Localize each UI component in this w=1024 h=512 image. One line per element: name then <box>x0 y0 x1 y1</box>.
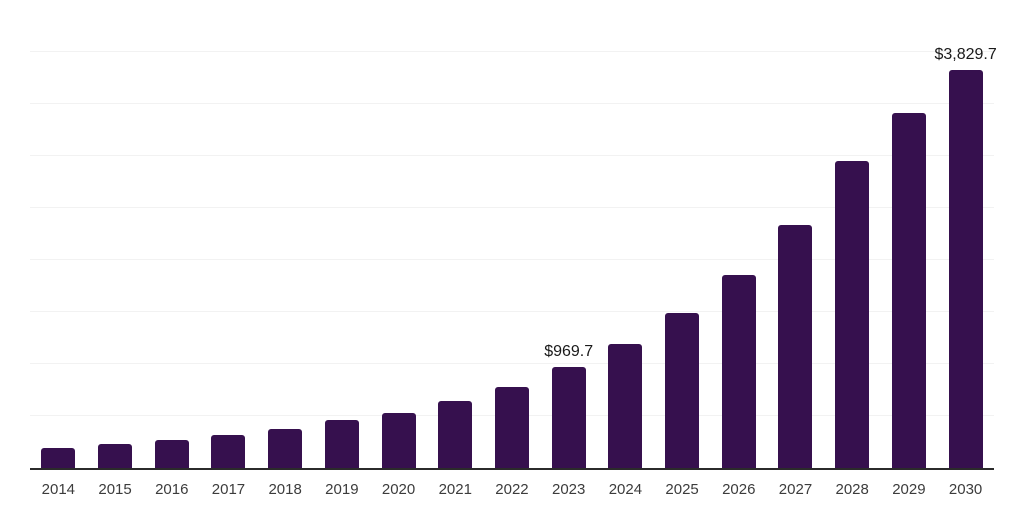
x-tick-2030: 2030 <box>948 481 983 498</box>
gridline-3500 <box>30 103 994 104</box>
bar-2025 <box>665 313 700 468</box>
x-tick-2018: 2018 <box>268 481 302 498</box>
bar-slot-2016 <box>143 0 200 468</box>
bar-slot-2021 <box>427 0 484 468</box>
data-label-2023: $969.7 <box>544 343 594 361</box>
gridline-4000 <box>30 51 994 52</box>
bar-slot-2023: $969.7 <box>540 0 597 468</box>
gridline-3000 <box>30 155 994 156</box>
bar-2030: $3,829.7 <box>934 46 997 468</box>
bar-slot-2018 <box>257 0 314 468</box>
x-tick-2015: 2015 <box>98 481 132 498</box>
bar-2029 <box>891 113 926 468</box>
bar-2027 <box>778 224 813 468</box>
bar-slot-2028 <box>824 0 881 468</box>
bar-2028 <box>835 161 870 468</box>
gridline-1000 <box>30 363 994 364</box>
bar-2023: $969.7 <box>544 343 593 468</box>
data-label-2030: $3,829.7 <box>934 45 997 63</box>
x-tick-2014: 2014 <box>41 481 76 498</box>
x-tick-2019: 2019 <box>325 481 359 498</box>
gridline-2500 <box>30 207 994 208</box>
bar-2016 <box>154 439 189 468</box>
x-tick-2020: 2020 <box>381 481 416 498</box>
bar-2015 <box>98 444 133 468</box>
x-tick-2026: 2026 <box>722 481 756 498</box>
bar-2014 <box>41 448 76 468</box>
plot-area: $969.7 $3,829.7 <box>30 0 997 470</box>
bar-slot-2029 <box>881 0 938 468</box>
bars: $969.7 $3,829.7 <box>30 0 997 468</box>
bar-slot-2019 <box>314 0 371 468</box>
bar-slot-2017 <box>200 0 257 468</box>
x-tick-2022: 2022 <box>495 481 529 498</box>
bar-slot-2025 <box>654 0 711 468</box>
x-axis-labels: 2014 2015 2016 2017 2018 2019 2020 2021 2022 2023… <box>30 481 994 498</box>
x-tick-2021: 2021 <box>438 481 472 498</box>
bar-slot-2026 <box>710 0 767 468</box>
bar-slot-2022 <box>484 0 541 468</box>
x-tick-2017: 2017 <box>211 481 246 498</box>
x-tick-2024: 2024 <box>608 481 643 498</box>
bar-slot-2030: $3,829.7 <box>934 0 997 468</box>
bar-slot-2027 <box>767 0 824 468</box>
bar-slot-2020 <box>370 0 427 468</box>
bar-2026 <box>721 274 756 468</box>
gridline-2000 <box>30 259 994 260</box>
bar-2024 <box>608 343 643 468</box>
bar-2020 <box>381 412 416 468</box>
bar-2019 <box>324 420 359 468</box>
bar-2018 <box>268 428 303 468</box>
x-tick-2016: 2016 <box>155 481 189 498</box>
x-tick-2025: 2025 <box>665 481 699 498</box>
x-tick-2027: 2027 <box>778 481 813 498</box>
bar-2021 <box>438 401 473 468</box>
bar-2022 <box>494 386 529 468</box>
bar-2017 <box>211 435 246 468</box>
gridline-1500 <box>30 311 994 312</box>
bar-slot-2024 <box>597 0 654 468</box>
bar-slot-2014 <box>30 0 87 468</box>
bar-slot-2015 <box>87 0 144 468</box>
x-tick-2023: 2023 <box>551 481 586 498</box>
x-tick-2028: 2028 <box>835 481 869 498</box>
x-tick-2029: 2029 <box>892 481 926 498</box>
